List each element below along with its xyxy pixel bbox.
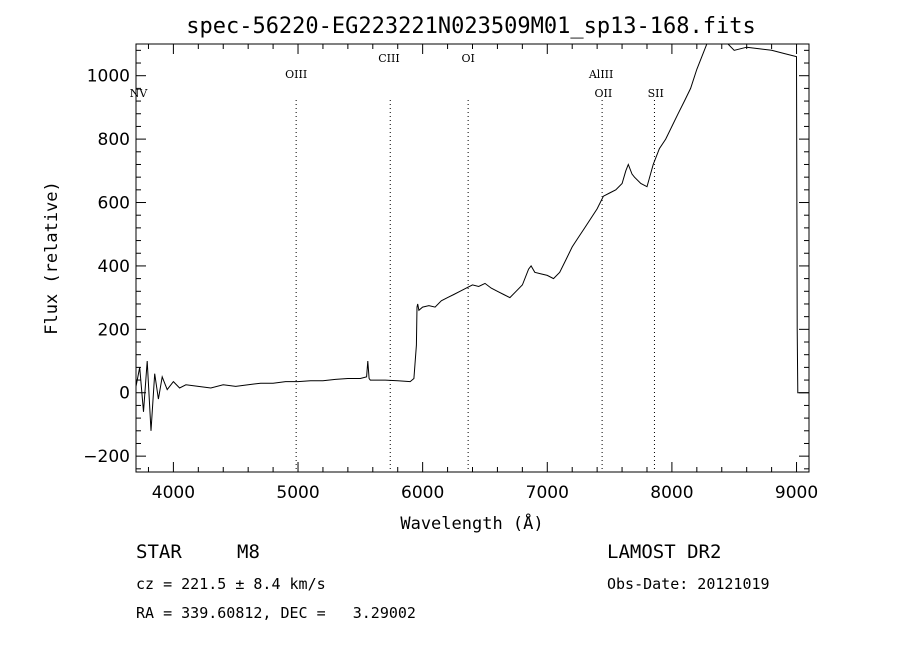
line-label-ciii: CIII — [378, 52, 399, 65]
x-tick-label: 5000 — [276, 483, 319, 503]
line-label-aliii: AlIII — [588, 68, 614, 81]
y-tick-label: −200 — [83, 447, 130, 467]
y-tick-label: 600 — [98, 194, 130, 214]
y-tick-label: 200 — [98, 320, 130, 340]
chart-title: spec-56220-EG223221N023509M01_sp13-168.f… — [186, 14, 756, 39]
x-axis-label: Wavelength (Å) — [400, 512, 543, 534]
x-tick-label: 4000 — [152, 483, 195, 503]
line-label-nv: NV — [130, 87, 149, 100]
object-subclass: M8 — [237, 541, 260, 563]
line-label-oiii: OIII — [285, 68, 307, 81]
object-class: STAR — [136, 541, 182, 563]
line-label-oi: OI — [461, 52, 474, 65]
x-tick-label: 6000 — [401, 483, 444, 503]
survey-name: LAMOST DR2 — [607, 541, 722, 563]
observation-date: Obs-Date: 20121019 — [607, 575, 770, 593]
x-tick-label: 9000 — [775, 483, 818, 503]
x-tick-label: 8000 — [650, 483, 693, 503]
line-label-oii: OII — [595, 87, 613, 100]
y-tick-label: 1000 — [87, 67, 130, 87]
sky-coordinates: RA = 339.60812, DEC = 3.29002 — [136, 604, 416, 622]
redshift-velocity: cz = 221.5 ± 8.4 km/s — [136, 575, 326, 593]
y-tick-label: 800 — [98, 130, 130, 150]
x-tick-label: 7000 — [526, 483, 569, 503]
plot-frame — [135, 43, 810, 473]
spectrum-line — [136, 44, 809, 431]
y-tick-label: 400 — [98, 257, 130, 277]
y-tick-label: 0 — [119, 384, 130, 404]
line-label-sii: SII — [648, 87, 664, 100]
y-axis-label: Flux (relative) — [42, 181, 62, 335]
